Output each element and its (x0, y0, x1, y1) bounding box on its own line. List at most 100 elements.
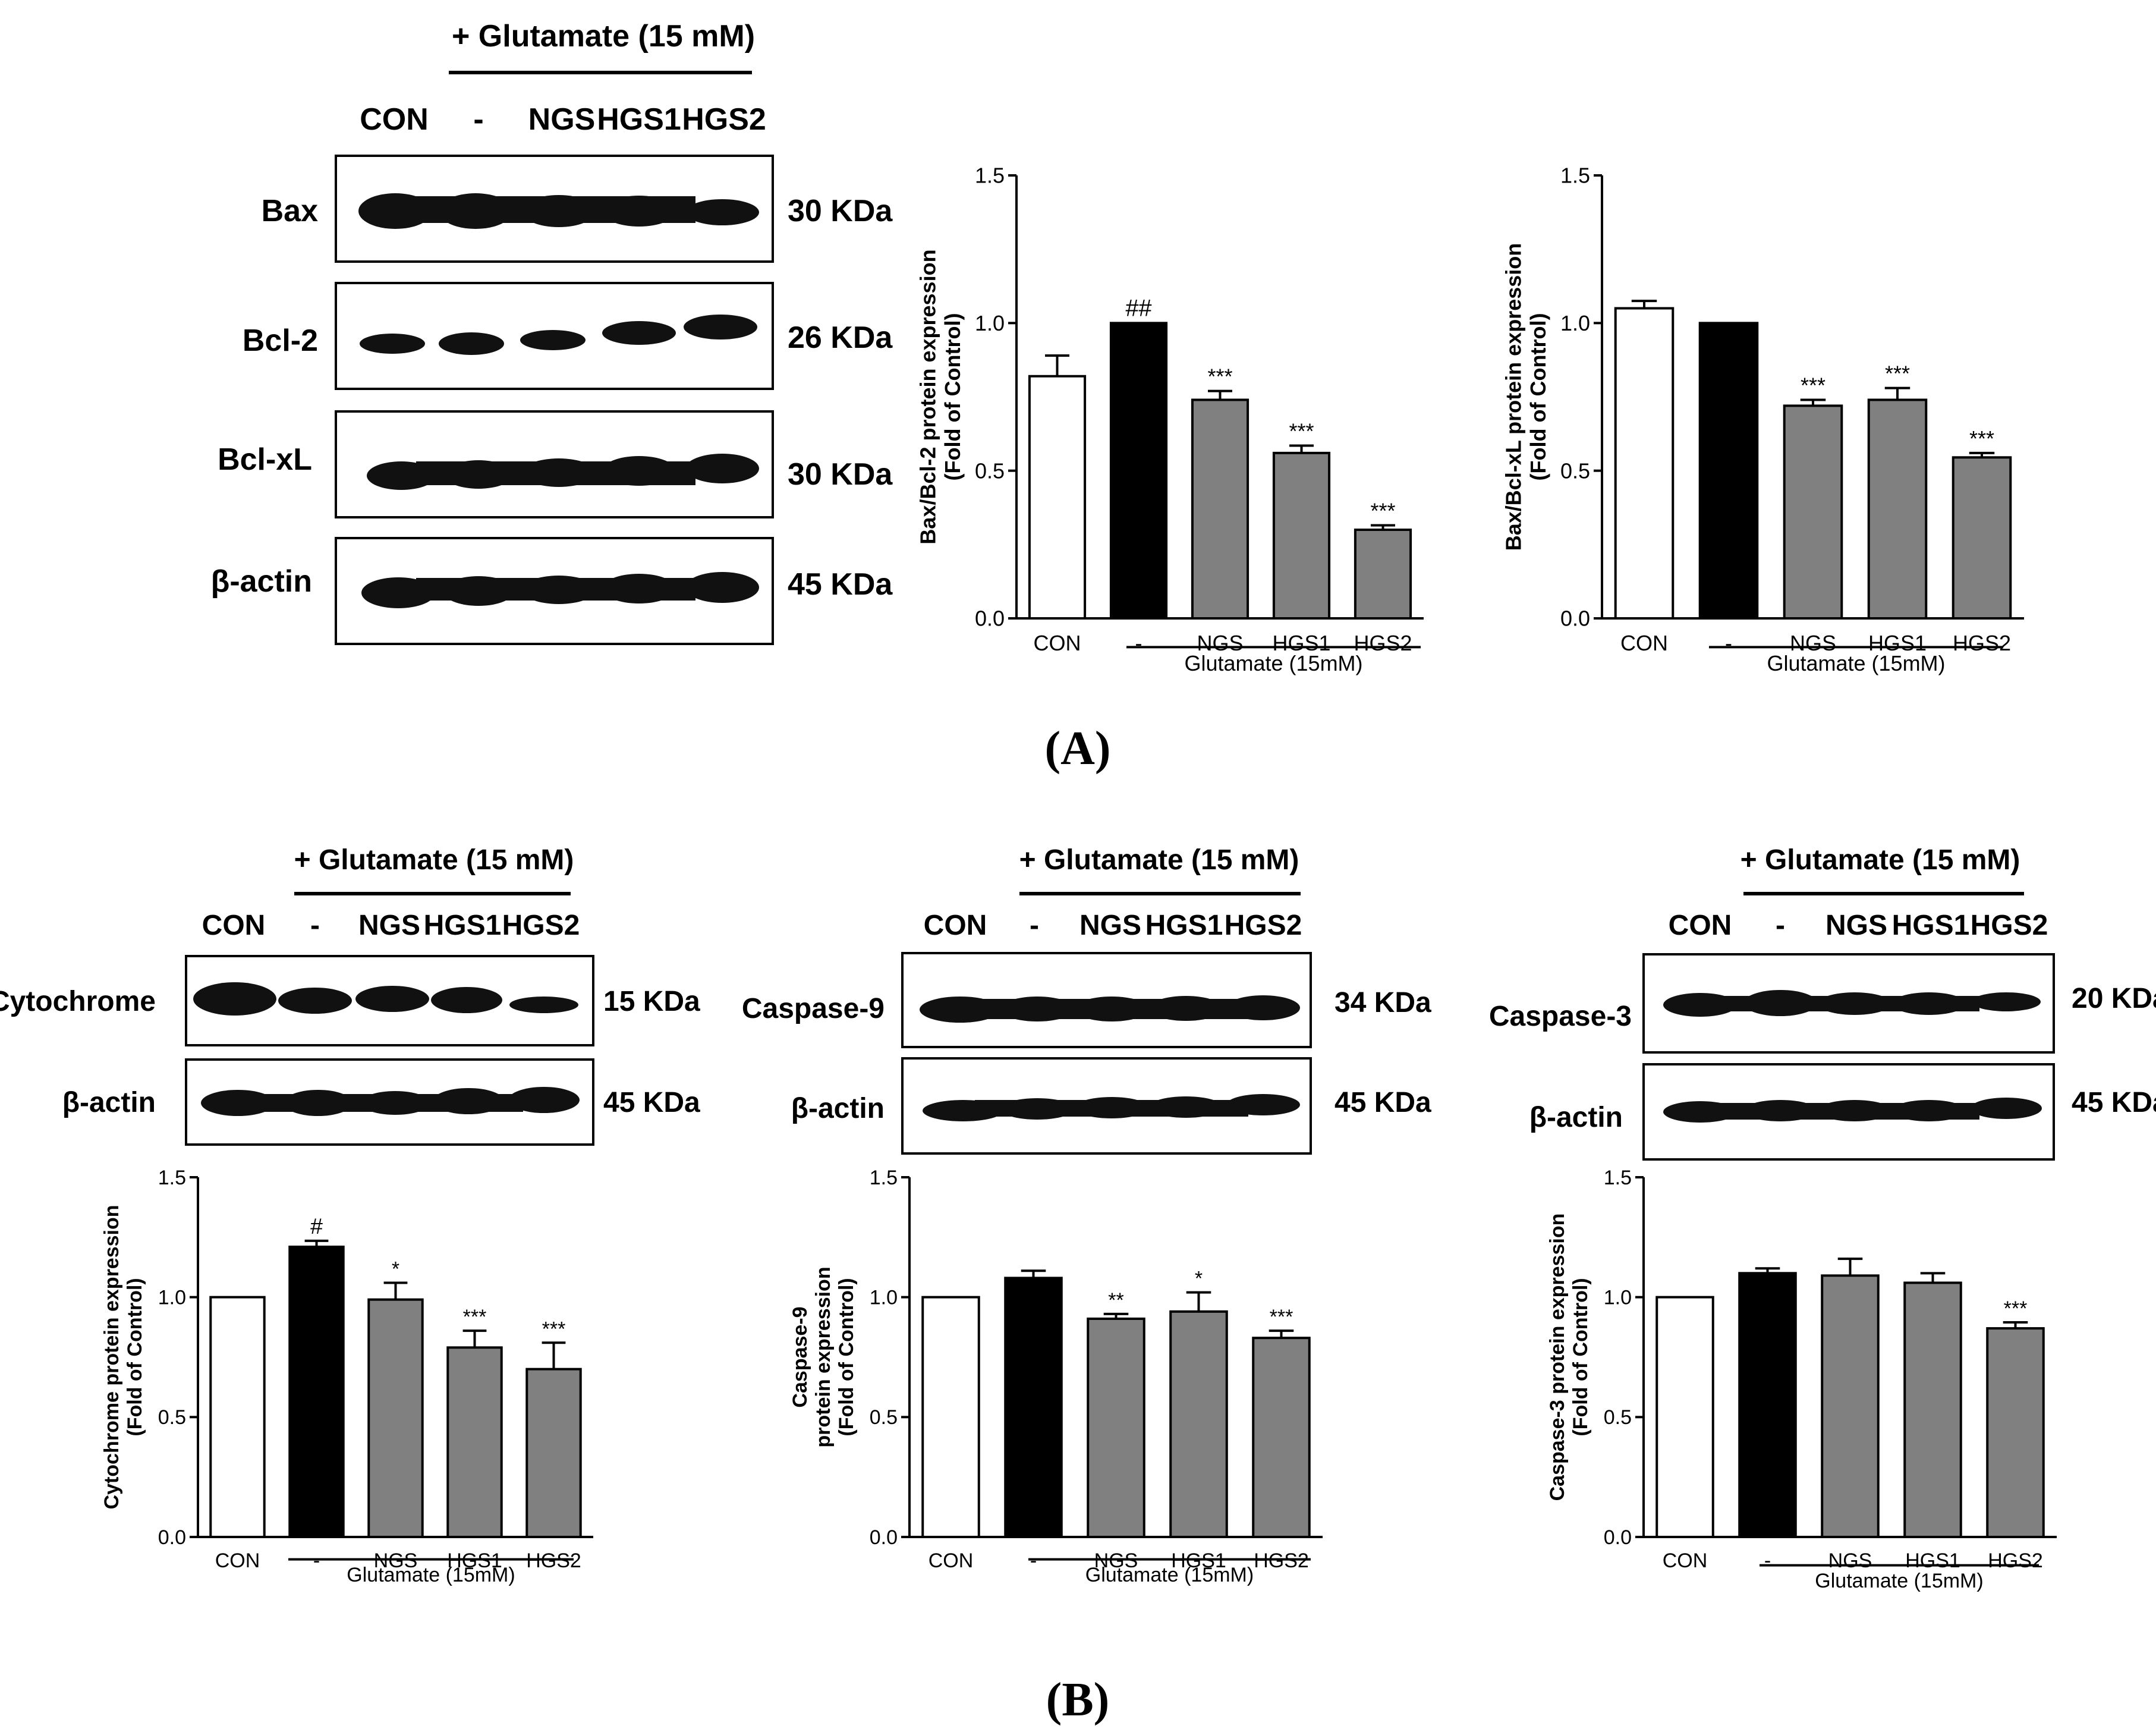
x-tick-label: CON (1620, 631, 1668, 655)
y-tick-label: 1.0 (1560, 311, 1590, 335)
x-tick-label: HGS2 (1254, 1549, 1309, 1572)
blot-panel-a: + Glutamate (15 mM) CON - NGS HGS1 HGS2 … (211, 19, 893, 645)
y-tick-label: 1.5 (975, 164, 1005, 188)
blot-casp3-lane-labels: CON - NGS HGS1 HGS2 (1669, 910, 2048, 941)
y-axis-label: Cytochrome protein expression (100, 1205, 123, 1509)
x-tick-label: HGS1 (1868, 631, 1927, 655)
blot-a-treatment-header: + Glutamate (15 mM) (452, 19, 755, 54)
blot-row-label: β-actin (211, 564, 312, 599)
bar-glutamate (1109, 322, 1168, 620)
x-tick-label: - (1725, 631, 1732, 655)
significance-marker: ** (1108, 1289, 1123, 1312)
significance-marker: # (310, 1214, 323, 1239)
bar-hgs1 (1903, 1281, 1962, 1538)
x-tick-label: HGS1 (1171, 1549, 1226, 1572)
lane-label-con: CON (202, 910, 266, 941)
blot-a-row-bclxl: Bcl-xL 30 KDa (218, 410, 893, 518)
blot-casp9-lane-labels: CON - NGS HGS1 HGS2 (924, 910, 1302, 941)
bar-hgs2 (1354, 529, 1412, 620)
lane-label-hgs1: HGS1 (424, 910, 502, 941)
group-label: Glutamate (15mM) (1085, 1564, 1254, 1586)
lane-label-ngs: NGS (1825, 910, 1887, 941)
blot-row-label: Bcl-2 (243, 323, 318, 358)
y-axis-label: (Fold of Control) (1569, 1278, 1592, 1436)
group-label: Glutamate (15mM) (1767, 651, 1945, 675)
blot-cyto-row-actin: β-actin 45 KDa (62, 1058, 700, 1146)
blot-row-label: β-actin (791, 1093, 885, 1124)
y-tick-label: 0.0 (1604, 1526, 1632, 1549)
y-axis-label: Bax/Bcl-2 protein expression (916, 249, 940, 544)
blot-casp3-row-caspase3: Caspase-3 20 KDa (1489, 953, 2156, 1054)
y-tick-label: 1.5 (158, 1167, 186, 1189)
bar-hgs1 (1272, 451, 1331, 620)
blot-casp3-treatment-header: + Glutamate (15 mM) (1740, 844, 2020, 876)
bar-ngs (1087, 1317, 1145, 1538)
panel-label-b: (B) (1046, 1674, 1110, 1726)
panel-label-a: (A) (1044, 722, 1110, 775)
x-tick-label: - (313, 1549, 320, 1572)
blot-casp9-row-actin: β-actin 45 KDa (791, 1057, 1431, 1155)
blot-bands (1663, 1098, 2042, 1123)
blot-bands (361, 572, 759, 608)
blot-bands (1663, 990, 2041, 1017)
blot-row-label: Cytochrome (0, 986, 156, 1017)
lane-label-hgs1: HGS1 (1145, 910, 1223, 941)
y-tick-label: 0.5 (870, 1406, 898, 1429)
y-tick-label: 1.5 (1560, 164, 1590, 188)
blot-row-label: β-actin (1529, 1102, 1623, 1133)
x-tick-label: - (1030, 1549, 1037, 1572)
x-tick-label: - (1135, 631, 1142, 655)
x-tick-label: CON (1663, 1549, 1708, 1572)
y-axis-label: protein expression (812, 1266, 835, 1447)
blot-a-row-actin: β-actin 45 KDa (211, 537, 893, 645)
blot-row-label: β-actin (62, 1087, 156, 1118)
lane-label-ngs: NGS (1079, 910, 1141, 941)
significance-marker: *** (2004, 1297, 2028, 1320)
x-tick-label: HGS2 (1988, 1549, 2043, 1572)
lane-label-glutamate: - (1776, 910, 1785, 941)
bar-con (209, 1296, 266, 1539)
bar-con (1614, 307, 1675, 620)
bar-hgs1 (1867, 398, 1928, 620)
significance-marker: *** (1801, 373, 1825, 397)
x-tick-label: NGS (1828, 1549, 1872, 1572)
significance-marker: * (1195, 1268, 1203, 1290)
lane-label-con: CON (360, 102, 429, 137)
x-tick-label: CON (215, 1549, 260, 1572)
blot-bands (920, 995, 1300, 1023)
y-tick-label: 0.0 (870, 1526, 898, 1549)
y-axis-label: (Fold of Control) (124, 1278, 146, 1436)
bar-hgs1 (1169, 1310, 1228, 1539)
blot-cyto-treatment-header: + Glutamate (15 mM) (294, 844, 574, 876)
blot-row-kda: 26 KDa (788, 320, 893, 355)
blot-casp3-row-actin: β-actin 45 KDa (1529, 1063, 2156, 1161)
y-axis-label: Bax/Bcl-xL protein expression (1502, 243, 1526, 551)
blot-row-kda: 34 KDa (1334, 987, 1431, 1019)
significance-marker: *** (1207, 364, 1232, 389)
y-axis-label: Caspase-3 protein expression (1546, 1214, 1569, 1501)
blot-casp9-row-caspase9: Caspase-9 34 KDa (742, 952, 1431, 1048)
chart-bax-bcl2: 0.0 0.5 1.0 1.5 Bax/Bcl-2 protein expression… (916, 164, 1424, 675)
bar-hgs1 (446, 1346, 503, 1539)
blot-row-label: Caspase-3 (1489, 1001, 1632, 1032)
blot-a-lane-labels: CON - NGS HGS1 HGS2 (360, 102, 766, 137)
y-tick-label: 0.0 (158, 1526, 186, 1549)
bar-hgs2 (1252, 1337, 1311, 1539)
group-label: Glutamate (15mM) (347, 1564, 515, 1586)
blot-cyto-lane-labels: CON - NGS HGS1 HGS2 (202, 910, 580, 941)
x-tick-label: NGS (1197, 631, 1243, 655)
blot-row-label: Caspase-9 (742, 993, 885, 1024)
y-tick-label: 0.0 (975, 606, 1005, 631)
y-tick-label: 1.0 (975, 311, 1005, 335)
bar-con (1028, 375, 1087, 620)
bar-glutamate (1698, 322, 1759, 620)
lane-label-ngs: NGS (528, 102, 596, 137)
chart-bax-bclxl: 0.0 0.5 1.0 1.5 Bax/Bcl-xL protein expressio… (1502, 164, 2024, 675)
lane-label-hgs2: HGS2 (682, 102, 766, 137)
x-tick-label: NGS (374, 1549, 418, 1572)
bar-ngs (1783, 404, 1843, 620)
lane-label-con: CON (924, 910, 987, 941)
blot-row-label: Bax (262, 194, 318, 228)
bar-glutamate (1004, 1277, 1063, 1538)
